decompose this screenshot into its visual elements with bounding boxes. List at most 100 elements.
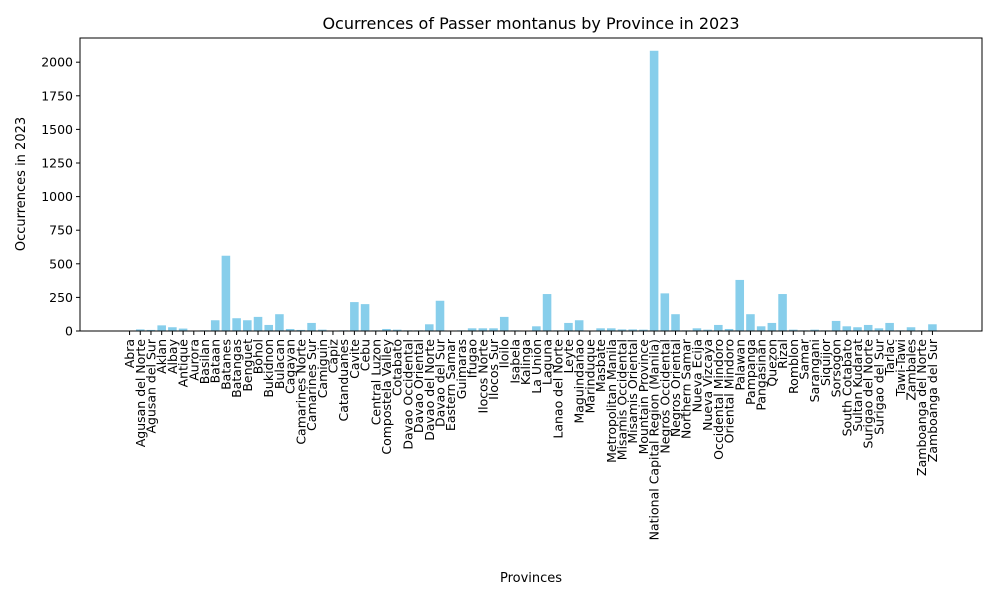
x-tick-label: Rizal [775,339,790,369]
x-tick-label: Catanduanes [336,339,351,422]
bar-camarines-sur [307,322,316,331]
bar-ifugao [467,328,477,331]
bar-misamis-occidental [617,329,627,331]
x-tick-label: La Union [529,339,544,394]
bar-davao-del-norte [425,324,434,331]
bar-zambales [906,327,916,331]
bar-batangas [232,318,241,331]
x-tick-label: Batangas [229,339,244,398]
bar-camarines-norte [296,329,306,331]
bar-occidental-mindoro [714,324,723,331]
x-tick-label: Zamboanga del Norte [914,339,929,476]
bar-palawan [735,279,745,331]
x-tick-label: Nueva Vizcaya [700,339,715,431]
bar-negros-occidental [660,293,670,331]
x-tick-label: Misamis Occidental [614,339,629,460]
plot-frame [79,37,983,332]
bar-leyte [564,322,573,331]
bar-cebu [360,304,370,331]
x-tick-label: Eastern Samar [443,338,458,431]
bar-surigao-del-sur [874,328,884,331]
bar-la-union [532,326,541,331]
bar-bohol [253,316,263,331]
x-tick-label: Sorsogon [829,339,844,397]
x-tick-label: Davao del Sur [433,338,448,427]
x-tick-label: Negros Oriental [668,339,683,437]
x-tick-label: Capiz [325,339,340,374]
x-tick-label: Sarangani [807,339,822,402]
x-tick-label: Mountain Province [636,339,651,455]
bar-cotabato [392,329,402,331]
bar-cagayan [285,328,295,331]
bar-agusan-del-sur [146,329,156,331]
x-tick-label: Camiguin [315,339,330,398]
x-tick-label: Agusan del Sur [143,338,158,433]
x-tick-label: Davao Oriental [411,339,426,433]
bar-rizal [778,294,787,331]
x-tick-label: Samar [796,338,811,379]
bar-compostela-valley [382,328,391,331]
bar-masbate [596,328,605,331]
x-tick-label: Bulacan [272,339,287,389]
bar-nueva-ecija [692,328,702,331]
x-tick-label: Batanes [218,339,233,390]
x-tick-label: Kalinga [518,339,533,385]
x-tick-label: Romblon [786,339,801,394]
x-tick-label: Ifugao [465,339,480,378]
x-tick-label: Davao Occidental [400,339,415,450]
x-tick-label: Siquijor [818,338,833,386]
x-tick-label: Central Luzon [368,339,383,425]
x-tick-label: Marinduque [582,339,597,414]
x-tick-label: Albay [165,338,180,374]
x-tick-label: Palawan [732,339,747,391]
x-tick-label: Surigao del Sur [871,338,886,435]
bar-romblon [788,329,798,331]
bar-tarlac [885,322,894,331]
y-tick-label: 1750 [41,88,73,103]
x-tick-label: Zamboanga del Sur [925,338,940,462]
x-tick-label: Misamis Oriental [625,339,640,444]
bar-ilocos-norte [478,328,488,331]
x-tick-label: Zambales [904,339,919,401]
x-tick-label: Laguna [540,339,555,385]
bar-metropolitan-manila [607,328,616,331]
bar-national-capital-region-manila [649,50,659,332]
bar-albay [168,327,177,331]
x-tick-label: Camarines Norte [293,339,308,445]
x-tick-label: Bohol [251,339,266,374]
bar-maguindanao [574,320,584,331]
x-tick-label: Camarines Sur [304,338,319,431]
x-tick-label: Occidental Mindoro [711,339,726,460]
x-tick-label: Agusan del Norte [133,339,148,448]
x-tick-label: Northern Samar [679,338,694,439]
x-tick-label: Basilan [197,339,212,384]
x-tick-label: Negros Occidental [657,339,672,454]
bar-mountain-province [639,329,648,331]
x-tick-label: Surigao del Norte [861,339,876,449]
x-tick-label: Lanao del Norte [550,339,565,439]
x-tick-label: Nueva Ecija [689,339,704,412]
bar-batanes [221,255,231,331]
bar-bulacan [275,314,284,331]
bar-iloilo [499,316,509,331]
bar-davao-del-sur [435,300,445,331]
bar-laguna [542,294,552,331]
x-tick-label: Isabela [507,339,522,384]
y-tick-label: 1250 [41,155,73,170]
bar-bataan [210,320,220,331]
x-tick-label: Maguindanao [572,339,587,424]
bar-pangasinan [756,326,766,331]
x-axis-label: Provinces [500,571,562,586]
bar-camiguin [317,329,327,331]
x-tick-label: Iloilo [497,339,512,368]
bar-south-cotabato [842,326,852,331]
bar-pampanga [746,314,755,331]
x-tick-label: Abra [122,339,137,368]
x-tick-label: Aurora [186,339,201,381]
x-tick-label: Sultan Kudarat [850,339,865,432]
y-tick-label: 1500 [41,122,73,137]
x-tick-label: Leyte [561,339,576,374]
